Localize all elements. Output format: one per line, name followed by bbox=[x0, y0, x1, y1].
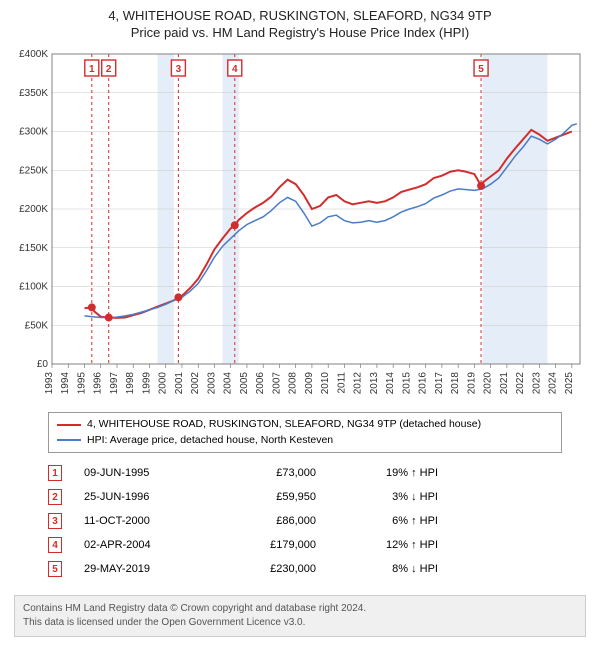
svg-text:1996: 1996 bbox=[93, 371, 104, 394]
sales-table: 1 09-JUN-1995 £73,000 19% ↑ HPI 2 25-JUN-1996… bbox=[48, 461, 562, 581]
sale-diff: 19% ↑ HPI bbox=[338, 467, 438, 479]
svg-text:2014: 2014 bbox=[385, 371, 396, 394]
sale-date: 09-JUN-1995 bbox=[84, 467, 204, 479]
chart-title-block: 4, WHITEHOUSE ROAD, RUSKINGTON, SLEAFORD… bbox=[8, 8, 592, 42]
svg-text:2003: 2003 bbox=[206, 371, 217, 394]
svg-text:2: 2 bbox=[106, 64, 112, 75]
sale-marker: 2 bbox=[48, 489, 62, 505]
svg-text:£350K: £350K bbox=[19, 88, 48, 99]
title-main: 4, WHITEHOUSE ROAD, RUSKINGTON, SLEAFORD… bbox=[8, 8, 592, 25]
sale-price: £179,000 bbox=[226, 539, 316, 551]
svg-text:£300K: £300K bbox=[19, 126, 48, 137]
legend-label: 4, WHITEHOUSE ROAD, RUSKINGTON, SLEAFORD… bbox=[87, 417, 481, 433]
svg-text:2022: 2022 bbox=[515, 371, 526, 394]
legend-swatch bbox=[57, 439, 81, 441]
title-sub: Price paid vs. HM Land Registry's House … bbox=[8, 25, 592, 42]
svg-text:2007: 2007 bbox=[271, 371, 282, 394]
sale-diff: 3% ↓ HPI bbox=[338, 491, 438, 503]
svg-text:2009: 2009 bbox=[304, 371, 315, 394]
svg-text:2000: 2000 bbox=[158, 371, 169, 394]
sale-row: 3 11-OCT-2000 £86,000 6% ↑ HPI bbox=[48, 509, 562, 533]
svg-text:£400K: £400K bbox=[19, 49, 48, 60]
svg-text:2005: 2005 bbox=[239, 371, 250, 394]
svg-text:3: 3 bbox=[176, 64, 182, 75]
svg-text:2006: 2006 bbox=[255, 371, 266, 394]
svg-text:2018: 2018 bbox=[450, 371, 461, 394]
sale-price: £59,950 bbox=[226, 491, 316, 503]
svg-text:2002: 2002 bbox=[190, 371, 201, 394]
svg-text:2011: 2011 bbox=[336, 371, 347, 393]
svg-text:2023: 2023 bbox=[531, 371, 542, 394]
svg-text:1994: 1994 bbox=[60, 371, 71, 394]
svg-text:1: 1 bbox=[89, 64, 95, 75]
svg-text:2012: 2012 bbox=[353, 371, 364, 394]
sale-diff: 6% ↑ HPI bbox=[338, 515, 438, 527]
svg-text:1995: 1995 bbox=[76, 371, 87, 394]
sale-marker: 4 bbox=[48, 537, 62, 553]
svg-text:1997: 1997 bbox=[109, 371, 120, 394]
price-chart: £0 £50K £100K £150K £200K £250K £300K £350K £400… bbox=[8, 48, 592, 408]
svg-text:5: 5 bbox=[478, 64, 484, 75]
sale-diff: 12% ↑ HPI bbox=[338, 539, 438, 551]
svg-text:2008: 2008 bbox=[288, 371, 299, 394]
sale-diff: 8% ↓ HPI bbox=[338, 563, 438, 575]
sale-price: £73,000 bbox=[226, 467, 316, 479]
footer-line2: This data is licensed under the Open Gov… bbox=[23, 616, 577, 630]
svg-text:4: 4 bbox=[232, 64, 238, 75]
svg-text:1998: 1998 bbox=[125, 371, 136, 394]
legend-label: HPI: Average price, detached house, Nort… bbox=[87, 433, 333, 449]
svg-text:2021: 2021 bbox=[499, 371, 510, 394]
legend-swatch bbox=[57, 424, 81, 426]
svg-text:1999: 1999 bbox=[141, 371, 152, 394]
svg-text:£100K: £100K bbox=[19, 281, 48, 292]
legend-row: 4, WHITEHOUSE ROAD, RUSKINGTON, SLEAFORD… bbox=[57, 417, 553, 433]
sale-row: 5 29-MAY-2019 £230,000 8% ↓ HPI bbox=[48, 557, 562, 581]
svg-text:£200K: £200K bbox=[19, 204, 48, 215]
svg-text:£250K: £250K bbox=[19, 165, 48, 176]
svg-text:£150K: £150K bbox=[19, 243, 48, 254]
svg-text:2010: 2010 bbox=[320, 371, 331, 394]
sale-price: £86,000 bbox=[226, 515, 316, 527]
footer-line1: Contains HM Land Registry data © Crown c… bbox=[23, 602, 577, 616]
svg-text:£0: £0 bbox=[37, 359, 49, 370]
svg-text:2013: 2013 bbox=[369, 371, 380, 394]
sale-date: 02-APR-2004 bbox=[84, 539, 204, 551]
svg-text:2016: 2016 bbox=[418, 371, 429, 394]
svg-text:2015: 2015 bbox=[401, 371, 412, 394]
footer-attribution: Contains HM Land Registry data © Crown c… bbox=[14, 595, 586, 637]
chart-svg: £0 £50K £100K £150K £200K £250K £300K £350K £400… bbox=[8, 48, 592, 408]
sale-date: 25-JUN-1996 bbox=[84, 491, 204, 503]
sale-marker: 1 bbox=[48, 465, 62, 481]
sale-date: 11-OCT-2000 bbox=[84, 515, 204, 527]
sale-marker: 3 bbox=[48, 513, 62, 529]
svg-text:£50K: £50K bbox=[25, 320, 49, 331]
legend: 4, WHITEHOUSE ROAD, RUSKINGTON, SLEAFORD… bbox=[48, 412, 562, 454]
svg-text:2004: 2004 bbox=[223, 371, 234, 394]
svg-text:2025: 2025 bbox=[564, 371, 575, 394]
sale-row: 1 09-JUN-1995 £73,000 19% ↑ HPI bbox=[48, 461, 562, 485]
sale-row: 2 25-JUN-1996 £59,950 3% ↓ HPI bbox=[48, 485, 562, 509]
svg-text:2019: 2019 bbox=[466, 371, 477, 394]
svg-text:1993: 1993 bbox=[44, 371, 55, 394]
sale-row: 4 02-APR-2004 £179,000 12% ↑ HPI bbox=[48, 533, 562, 557]
legend-row: HPI: Average price, detached house, Nort… bbox=[57, 433, 553, 449]
svg-text:2017: 2017 bbox=[434, 371, 445, 394]
sale-price: £230,000 bbox=[226, 563, 316, 575]
svg-text:2020: 2020 bbox=[483, 371, 494, 394]
sale-date: 29-MAY-2019 bbox=[84, 563, 204, 575]
sale-marker: 5 bbox=[48, 561, 62, 577]
svg-text:2024: 2024 bbox=[548, 371, 559, 394]
svg-text:2001: 2001 bbox=[174, 371, 185, 394]
